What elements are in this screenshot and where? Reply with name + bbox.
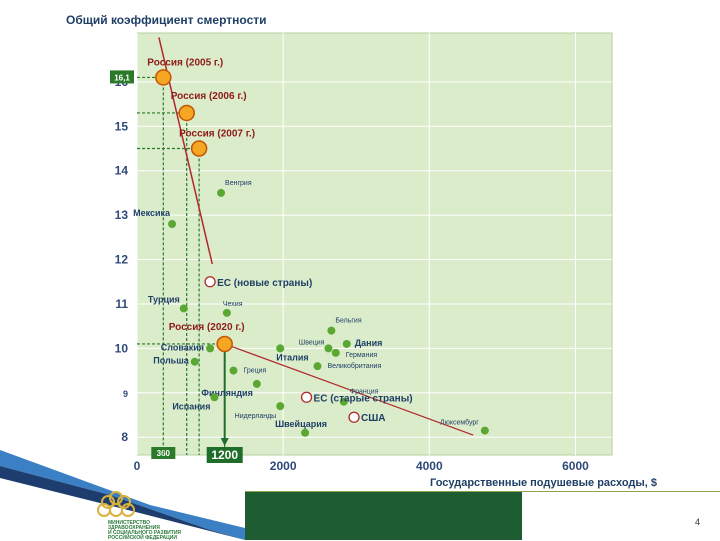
country-point	[276, 344, 285, 353]
country-label: Германия	[346, 352, 378, 359]
group-label: ЕС (новые страны)	[217, 278, 312, 289]
country-label: Италия	[276, 352, 308, 362]
y-tick-label: 8	[121, 430, 128, 444]
y-tick-label: 11	[115, 297, 128, 311]
russia-label: Россия (2005 г.)	[147, 57, 223, 68]
country-label: Нидерланды	[235, 413, 277, 420]
country-label: Греция	[243, 368, 266, 375]
group-point	[204, 276, 216, 288]
country-point	[229, 366, 238, 375]
y-highlight-box	[110, 70, 134, 84]
country-point	[252, 379, 261, 388]
russia-point	[178, 104, 195, 122]
x-axis-label: Государственные подушевые расходы, $	[430, 477, 658, 489]
country-label: Швейцария	[275, 419, 327, 429]
group-label: ЕС (старые страны)	[314, 393, 413, 404]
country-point	[327, 326, 336, 335]
country-point	[206, 344, 215, 353]
group-point	[348, 411, 360, 423]
country-label: Дания	[355, 338, 383, 348]
country-point	[179, 304, 188, 313]
corner-decoration	[0, 450, 245, 540]
y-tick-label: 13	[115, 208, 129, 222]
page-number: 4	[695, 517, 701, 527]
country-label: Словакия	[161, 342, 204, 352]
y-tick-label: 10	[115, 341, 129, 355]
chart-title: Общий коэффициент смертности	[66, 13, 267, 27]
footer-bar	[245, 492, 522, 540]
footer-divider	[245, 491, 720, 492]
y-tick-label: 9	[123, 389, 128, 399]
country-point	[222, 308, 231, 317]
y-tick-label: 15	[115, 119, 129, 133]
country-point	[339, 397, 348, 406]
country-point	[342, 339, 351, 348]
y-tick-label: 14	[115, 164, 129, 178]
country-point	[301, 428, 310, 437]
country-point	[168, 220, 177, 229]
country-label: Люксембург	[440, 419, 479, 427]
country-point	[190, 357, 199, 366]
country-point	[217, 188, 226, 197]
russia-point	[190, 140, 208, 157]
x-tick-label: 6000	[562, 459, 589, 473]
country-point	[276, 402, 285, 411]
ministry-logo	[97, 491, 135, 517]
country-label: Бельгия	[335, 318, 361, 325]
russia-point	[155, 69, 172, 86]
group-point	[300, 391, 313, 403]
country-label: Финляндия	[201, 388, 253, 398]
country-point	[210, 393, 219, 402]
country-label: Турция	[148, 294, 180, 304]
country-point	[331, 348, 340, 357]
group-label: США	[361, 413, 386, 424]
country-label: Испания	[172, 401, 210, 411]
country-label: Польша	[153, 356, 189, 366]
country-label: Франция	[350, 389, 379, 396]
russia-point	[216, 335, 233, 353]
country-point	[324, 344, 333, 353]
trend-line-flat	[224, 343, 474, 436]
russia-label: Россия (2020 г.)	[169, 322, 245, 333]
x-tick-label: 4000	[416, 459, 443, 473]
country-point	[313, 362, 322, 371]
y-highlight-label: 16,1	[114, 73, 130, 82]
ministry-name: МИНИСТЕРСТВО ЗДРАВООХРАНЕНИЯ И СОЦИАЛЬНО…	[108, 520, 182, 541]
russia-label: Россия (2007 г.)	[179, 128, 255, 139]
country-label: Великобритания	[328, 362, 382, 370]
country-label: Венгрия	[225, 180, 252, 187]
country-label: Мексика	[133, 208, 171, 218]
russia-label: Россия (2006 г.)	[171, 91, 247, 102]
arrow-head	[220, 438, 229, 446]
country-label: Чехия	[223, 301, 243, 308]
country-label: Швеция	[299, 339, 325, 346]
x-tick-label: 0	[134, 459, 141, 473]
plot-background	[136, 32, 613, 456]
y-tick-label: 12	[115, 253, 129, 267]
x-tick-label: 2000	[270, 459, 297, 473]
country-point	[480, 426, 489, 435]
